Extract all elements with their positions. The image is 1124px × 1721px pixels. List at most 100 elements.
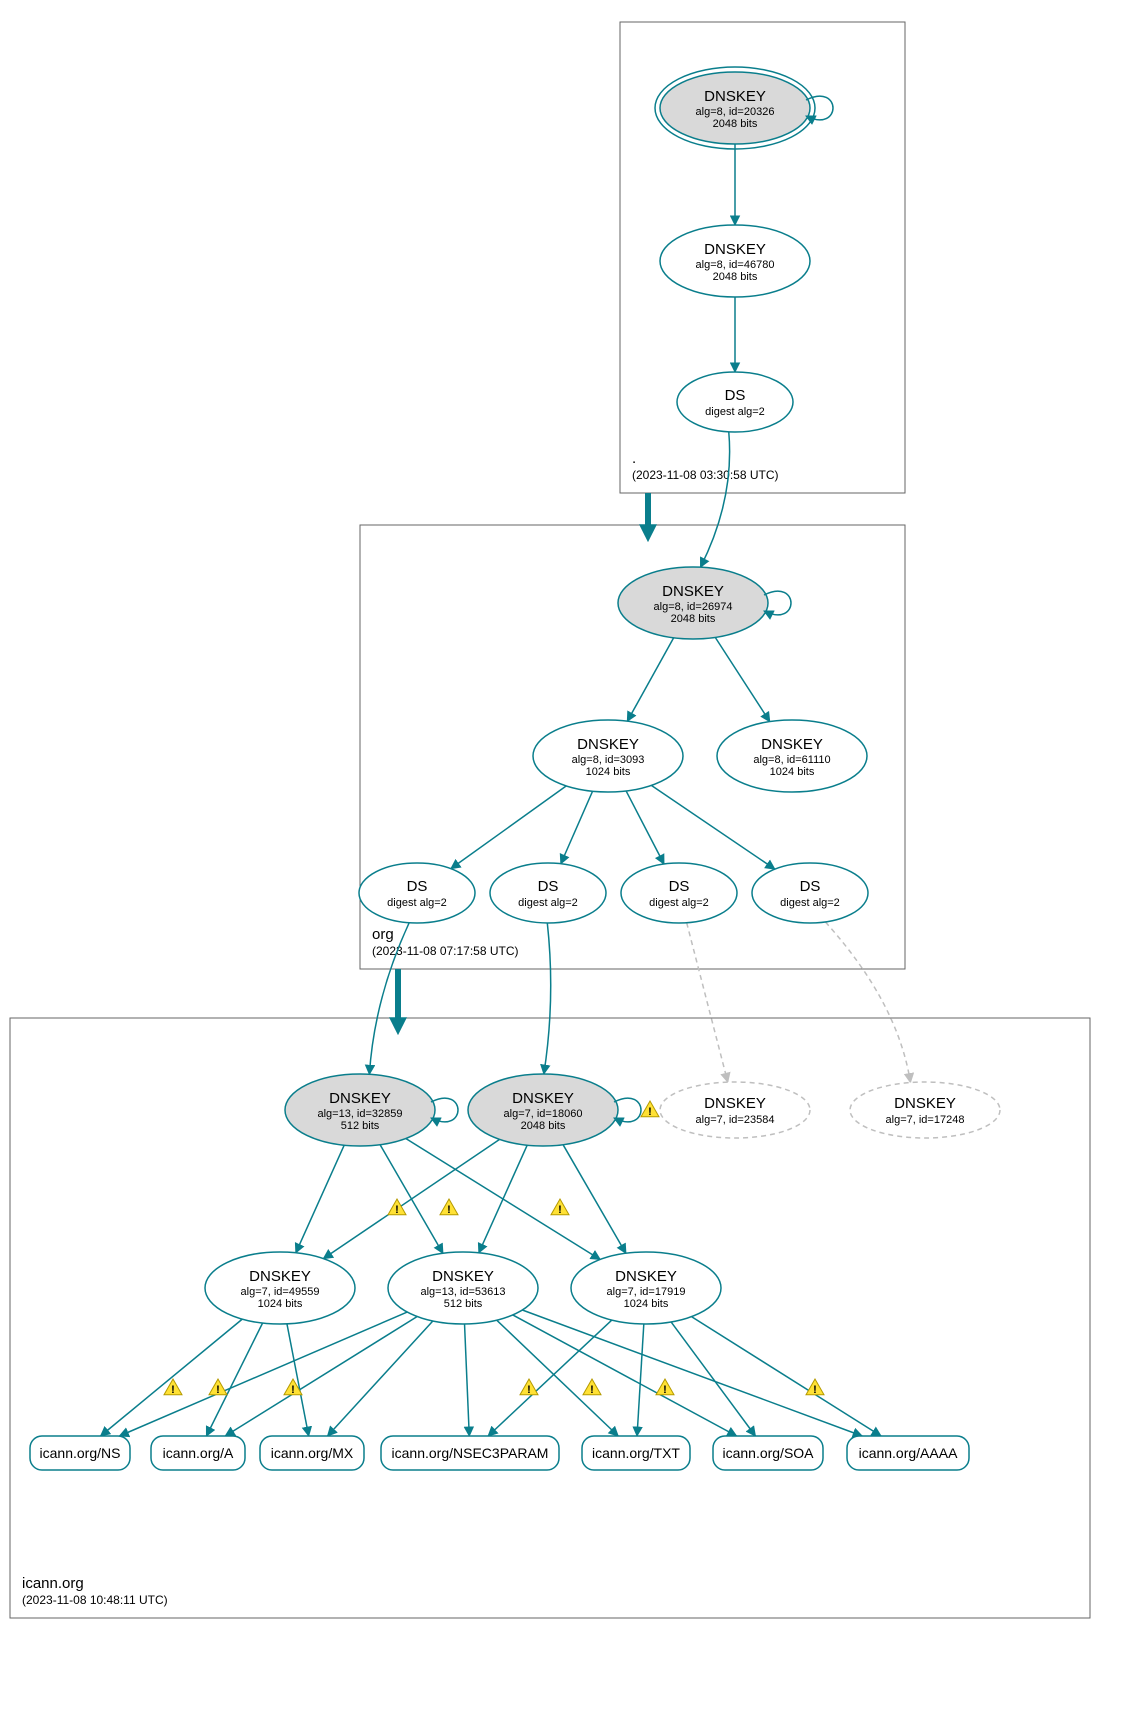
node-rr_aaaa: icann.org/AAAA bbox=[847, 1436, 969, 1470]
warning-icon: ! bbox=[641, 1101, 659, 1118]
edge bbox=[522, 1310, 862, 1436]
edge bbox=[323, 1139, 499, 1258]
node-org_ds4: DSdigest alg=2 bbox=[752, 863, 868, 923]
svg-text:!: ! bbox=[395, 1204, 399, 1216]
node-rr_ns: icann.org/NS bbox=[30, 1436, 130, 1470]
svg-text:1024 bits: 1024 bits bbox=[258, 1298, 303, 1310]
svg-text:1024 bits: 1024 bits bbox=[624, 1298, 669, 1310]
warning-icon: ! bbox=[583, 1379, 601, 1396]
edge bbox=[671, 1322, 755, 1436]
svg-text:digest alg=2: digest alg=2 bbox=[518, 897, 578, 909]
svg-text:!: ! bbox=[590, 1384, 594, 1396]
edge bbox=[328, 1321, 433, 1436]
node-rr_nsec: icann.org/NSEC3PARAM bbox=[381, 1436, 559, 1470]
warning-icon: ! bbox=[656, 1379, 674, 1396]
zone-title-root: . bbox=[632, 450, 636, 467]
svg-text:DNSKEY: DNSKEY bbox=[249, 1268, 311, 1285]
edge bbox=[627, 638, 673, 721]
svg-text:alg=7, id=17248: alg=7, id=17248 bbox=[886, 1114, 965, 1126]
warning-icon: ! bbox=[388, 1199, 406, 1216]
svg-text:icann.org/NSEC3PARAM: icann.org/NSEC3PARAM bbox=[392, 1445, 549, 1461]
svg-text:!: ! bbox=[447, 1204, 451, 1216]
edge bbox=[544, 923, 551, 1074]
node-root_zsk: DNSKEYalg=8, id=467802048 bits bbox=[660, 225, 810, 297]
edge bbox=[825, 922, 910, 1083]
zone-time-root: (2023-11-08 03:30:58 UTC) bbox=[632, 468, 779, 482]
svg-text:icann.org/NS: icann.org/NS bbox=[40, 1445, 121, 1461]
svg-text:icann.org/AAAA: icann.org/AAAA bbox=[859, 1445, 958, 1461]
edge bbox=[101, 1319, 243, 1436]
svg-text:!: ! bbox=[558, 1204, 562, 1216]
svg-text:DS: DS bbox=[725, 387, 746, 404]
svg-text:icann.org/SOA: icann.org/SOA bbox=[722, 1445, 814, 1461]
zone-time-org: (2023-11-08 07:17:58 UTC) bbox=[372, 944, 519, 958]
svg-text:1024 bits: 1024 bits bbox=[770, 766, 815, 778]
node-ic_dash1: DNSKEYalg=7, id=23584 bbox=[660, 1082, 810, 1138]
node-rr_a: icann.org/A bbox=[151, 1436, 245, 1470]
warning-icon: ! bbox=[551, 1199, 569, 1216]
svg-text:digest alg=2: digest alg=2 bbox=[649, 897, 709, 909]
node-ic_ksk1: DNSKEYalg=13, id=32859512 bits bbox=[285, 1074, 435, 1146]
svg-text:!: ! bbox=[663, 1384, 667, 1396]
node-root_ds: DS digest alg=2 bbox=[677, 372, 793, 432]
svg-text:2048 bits: 2048 bits bbox=[671, 613, 716, 625]
node-org_ds1: DSdigest alg=2 bbox=[359, 863, 475, 923]
edge bbox=[465, 1324, 470, 1436]
svg-text:2048 bits: 2048 bits bbox=[713, 271, 758, 283]
svg-text:icann.org/TXT: icann.org/TXT bbox=[592, 1445, 680, 1461]
node-root_ksk: DNSKEYalg=8, id=203262048 bits bbox=[655, 67, 815, 149]
svg-text:!: ! bbox=[216, 1384, 220, 1396]
svg-text:DNSKEY: DNSKEY bbox=[432, 1268, 494, 1285]
svg-text:DS: DS bbox=[538, 878, 559, 895]
svg-text:2048 bits: 2048 bits bbox=[713, 118, 758, 130]
node-rr_soa: icann.org/SOA bbox=[713, 1436, 823, 1470]
svg-text:alg=7, id=49559: alg=7, id=49559 bbox=[241, 1286, 320, 1298]
svg-text:alg=13, id=53613: alg=13, id=53613 bbox=[420, 1286, 505, 1298]
edge bbox=[497, 1320, 618, 1436]
svg-text:alg=8, id=61110: alg=8, id=61110 bbox=[753, 754, 830, 766]
node-ic_zsk1: DNSKEYalg=7, id=495591024 bits bbox=[205, 1252, 355, 1324]
edge bbox=[488, 1320, 612, 1436]
svg-text:DNSKEY: DNSKEY bbox=[329, 1090, 391, 1107]
edge bbox=[700, 432, 729, 567]
svg-text:DNSKEY: DNSKEY bbox=[704, 1095, 766, 1112]
edge bbox=[206, 1323, 262, 1436]
node-ic_zsk3: DNSKEYalg=7, id=179191024 bits bbox=[571, 1252, 721, 1324]
svg-text:!: ! bbox=[648, 1106, 652, 1118]
node-org_zsk1: DNSKEYalg=8, id=30931024 bits bbox=[533, 720, 683, 792]
edge bbox=[691, 1317, 881, 1436]
svg-text:alg=7, id=17919: alg=7, id=17919 bbox=[607, 1286, 686, 1298]
svg-text:!: ! bbox=[171, 1384, 175, 1396]
svg-text:!: ! bbox=[291, 1384, 295, 1396]
svg-text:DNSKEY: DNSKEY bbox=[704, 88, 766, 105]
svg-text:icann.org/A: icann.org/A bbox=[163, 1445, 234, 1461]
node-rr_mx: icann.org/MX bbox=[260, 1436, 364, 1470]
svg-text:alg=8, id=26974: alg=8, id=26974 bbox=[654, 601, 733, 613]
zone-title-icann: icann.org bbox=[22, 1575, 84, 1592]
edge bbox=[479, 1145, 527, 1253]
svg-text:DNSKEY: DNSKEY bbox=[704, 241, 766, 258]
dnssec-diagram: .(2023-11-08 03:30:58 UTC) org(2023-11-08… bbox=[0, 0, 1124, 1721]
svg-text:2048 bits: 2048 bits bbox=[521, 1120, 566, 1132]
edge bbox=[626, 791, 664, 864]
svg-text:DNSKEY: DNSKEY bbox=[894, 1095, 956, 1112]
node-org_ds2: DS digest alg=2 bbox=[490, 863, 606, 923]
svg-text:DS: DS bbox=[407, 878, 428, 895]
zone-title-org: org bbox=[372, 926, 394, 943]
edge bbox=[119, 1312, 407, 1436]
edge bbox=[225, 1317, 417, 1436]
svg-text:alg=8, id=3093: alg=8, id=3093 bbox=[572, 754, 645, 766]
svg-text:!: ! bbox=[527, 1384, 531, 1396]
svg-text:digest alg=2: digest alg=2 bbox=[705, 406, 765, 418]
svg-text:512 bits: 512 bits bbox=[444, 1298, 483, 1310]
edge bbox=[687, 923, 728, 1082]
nodes: DNSKEYalg=8, id=203262048 bitsDNSKEYalg=… bbox=[30, 67, 1000, 1470]
node-ic_zsk2: DNSKEYalg=13, id=53613512 bits bbox=[388, 1252, 538, 1324]
svg-text:!: ! bbox=[813, 1384, 817, 1396]
warning-icon: ! bbox=[440, 1199, 458, 1216]
edge bbox=[715, 637, 770, 721]
node-ic_dash2: DNSKEY alg=7, id=17248 bbox=[850, 1082, 1000, 1138]
node-org_ksk: DNSKEYalg=8, id=269742048 bits bbox=[618, 567, 768, 639]
svg-text:DNSKEY: DNSKEY bbox=[577, 736, 639, 753]
warning-icon: ! bbox=[806, 1379, 824, 1396]
